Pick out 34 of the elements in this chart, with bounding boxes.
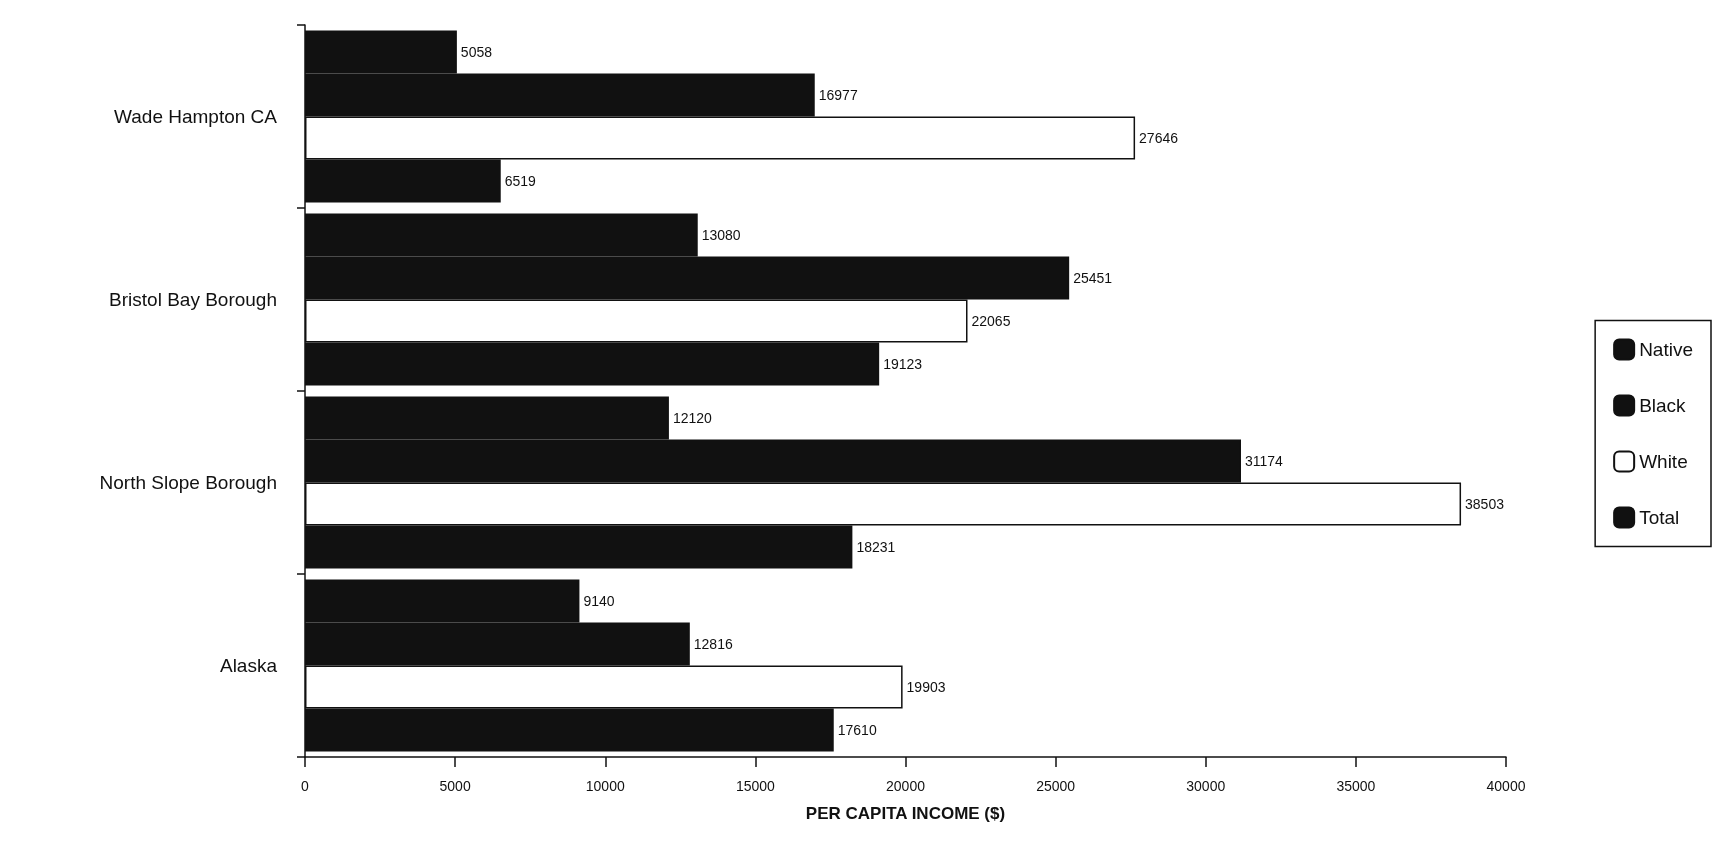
data-label: 17610 (837, 722, 877, 739)
data-label: 5058 (460, 43, 493, 60)
data-label: 22065 (971, 313, 1011, 329)
data-label: 6519 (504, 173, 537, 190)
data-label: 27646 (1139, 130, 1179, 146)
y-tick-label: Wade Hampton CA (114, 106, 278, 127)
data-label: 12816 (693, 636, 733, 652)
data-label: 19123 (883, 356, 923, 373)
x-tick-label: 40000 (1486, 778, 1526, 794)
legend-label: White (1639, 451, 1688, 472)
y-tick-label: Alaska (219, 655, 278, 676)
x-tick-label: 20000 (886, 778, 926, 794)
legend-label: Black (1639, 395, 1687, 416)
x-tick-label: 15000 (735, 778, 776, 794)
x-tick-label: 35000 (1336, 778, 1376, 794)
data-label: 16977 (818, 87, 858, 103)
data-label: 18231 (856, 539, 896, 556)
y-tick-label: Bristol Bay Borough (109, 289, 277, 310)
x-tick-label: 10000 (585, 778, 625, 794)
x-tick-label: 30000 (1186, 778, 1226, 794)
y-tick-label: North Slope Borough (99, 472, 277, 493)
legend-label: Native (1639, 339, 1693, 360)
data-label: 19903 (906, 679, 946, 695)
data-label: 9140 (583, 592, 615, 609)
x-axis-title: PER CAPITA INCOME ($) (805, 804, 1006, 823)
data-label: 12120 (672, 409, 713, 426)
x-tick-label: 25000 (1036, 778, 1076, 794)
data-label: 25451 (1073, 270, 1113, 286)
data-label: 31174 (1245, 453, 1284, 469)
legend-label: Total (1639, 507, 1680, 528)
data-label: 13080 (701, 226, 741, 243)
x-tick-label: 5000 (439, 778, 471, 794)
x-tick-label: 0 (301, 778, 310, 794)
data-label: 38503 (1465, 496, 1505, 512)
